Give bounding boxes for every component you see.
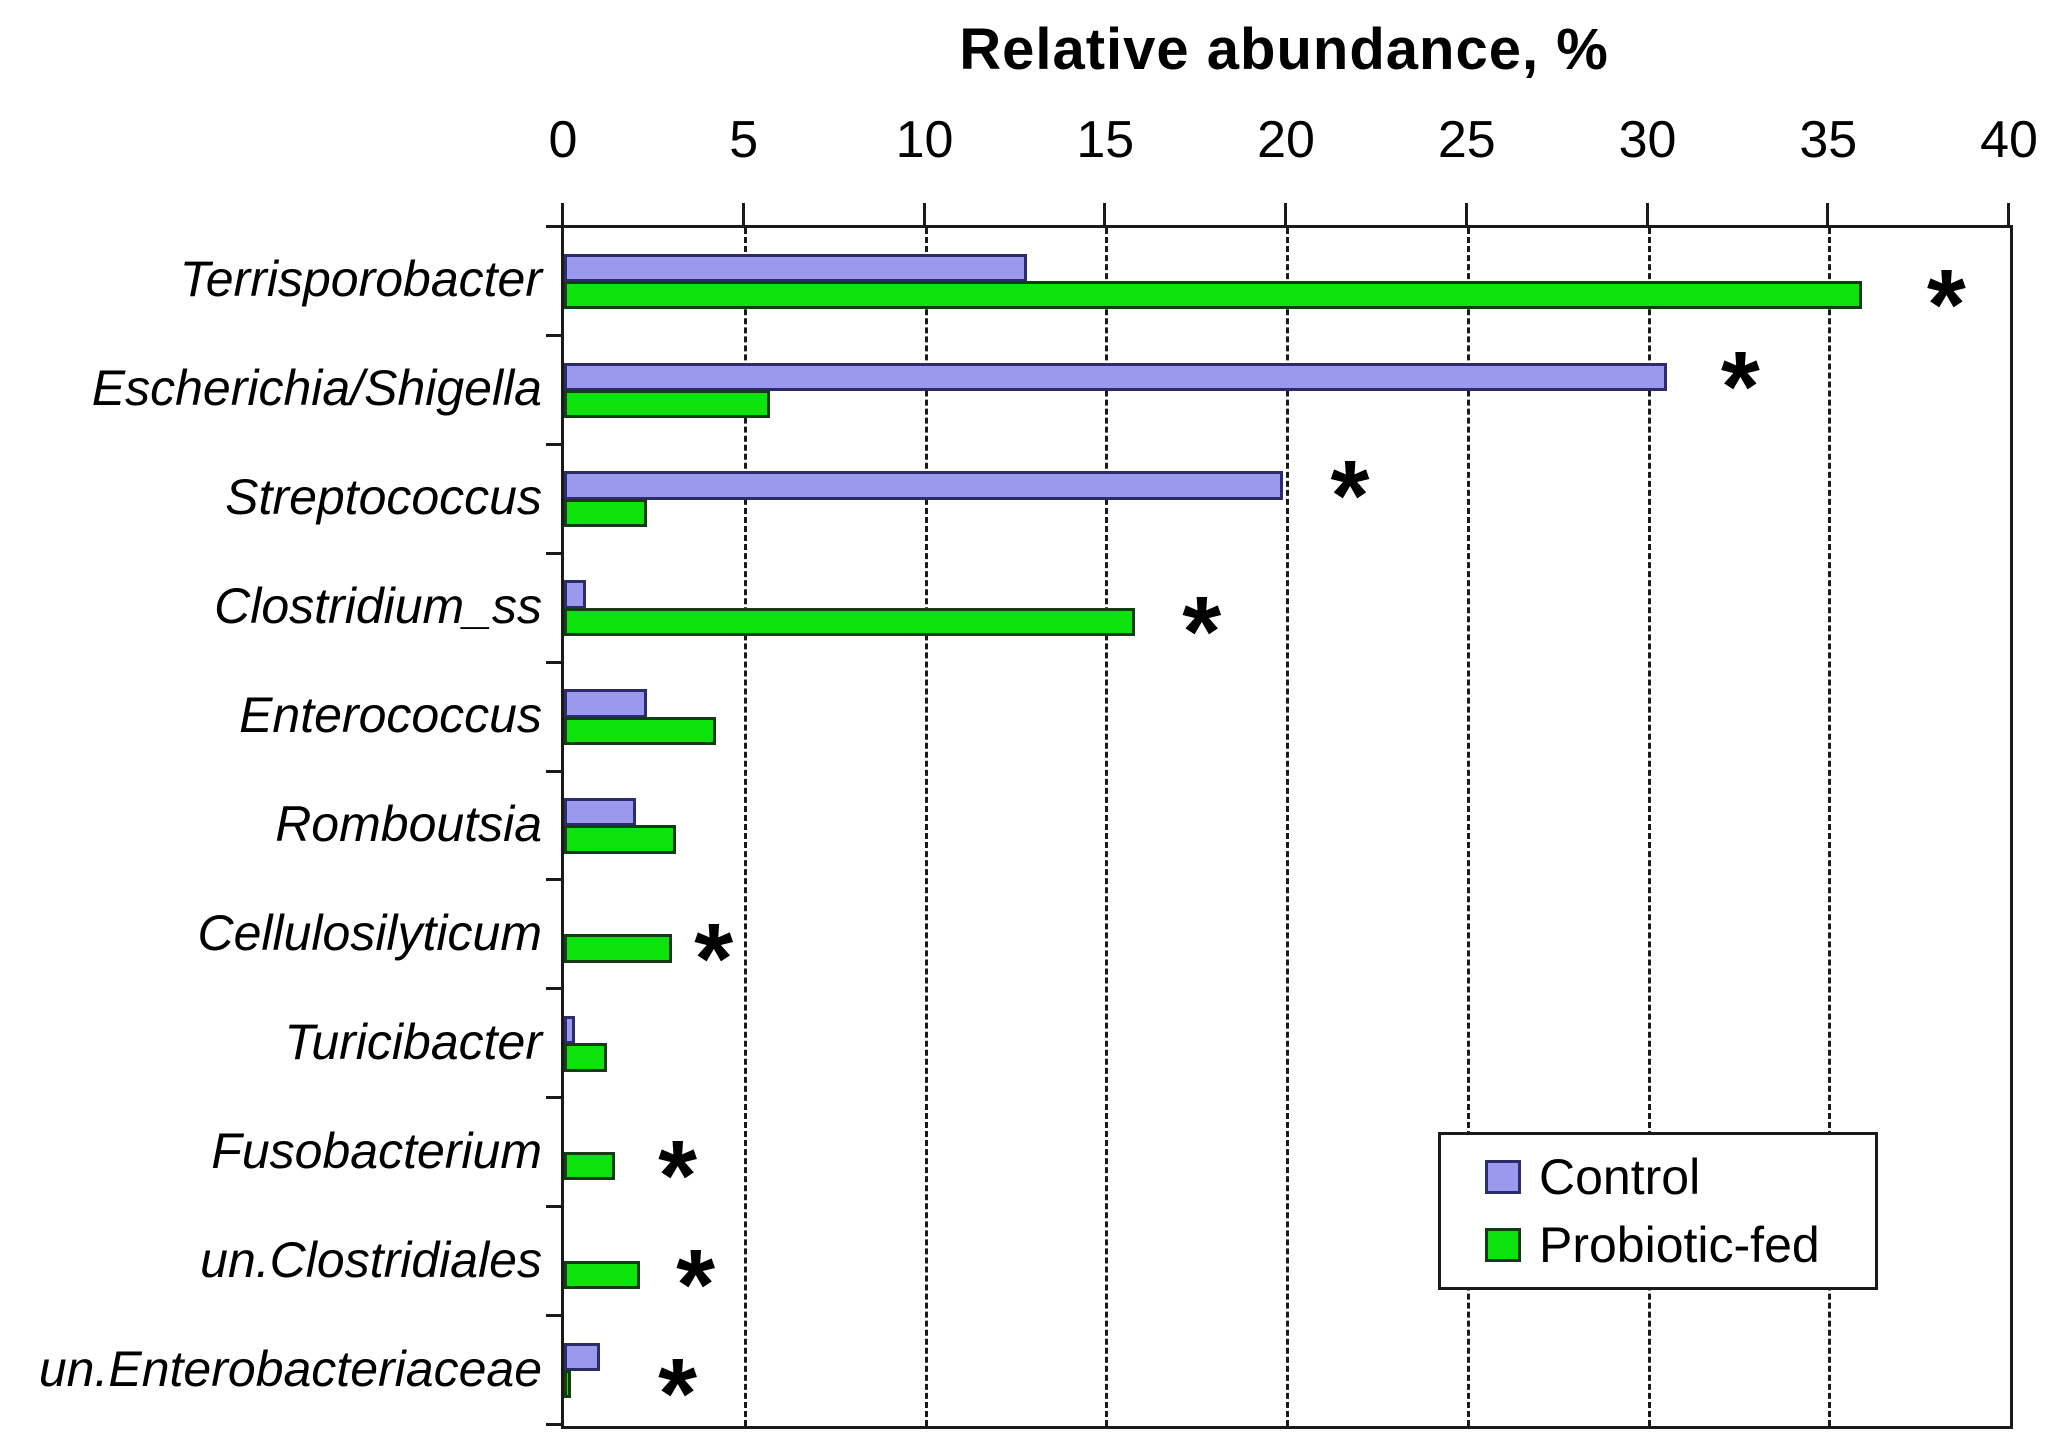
x-tick-30 xyxy=(1645,203,1649,227)
y-band-tick xyxy=(546,333,564,337)
chart-title: Relative abundance, % xyxy=(959,17,1609,82)
y-band-tick xyxy=(546,1096,564,1100)
control-bar xyxy=(564,689,648,718)
legend-label-probiotic: Probiotic-fed xyxy=(1539,1217,1820,1273)
category-label: Streptococcus xyxy=(225,469,542,526)
probiotic-bar xyxy=(564,389,771,419)
legend-entry-control: Control xyxy=(1485,1148,1875,1206)
probiotic-bar xyxy=(564,934,673,963)
y-band-tick xyxy=(546,987,564,991)
gridline-x-15 xyxy=(1105,228,1109,1426)
probiotic-bar xyxy=(564,825,677,854)
category-label: Fusobacterium xyxy=(211,1122,542,1179)
x-tick-label-15: 15 xyxy=(1076,111,1135,169)
gridline-x-35 xyxy=(1828,228,1832,1426)
x-tick-40 xyxy=(2007,203,2010,227)
category-label: Enterococcus xyxy=(239,687,542,744)
y-band-tick xyxy=(546,1423,564,1426)
category-label: un.Clostridiales xyxy=(200,1231,542,1288)
probiotic-bar xyxy=(564,716,716,745)
control-bar xyxy=(564,798,637,827)
asterisk-marker: * xyxy=(676,1229,716,1342)
gridline-x-10 xyxy=(924,228,928,1426)
x-tick-35 xyxy=(1826,203,1830,227)
legend-entry-probiotic: Probiotic-fed xyxy=(1485,1216,1875,1274)
control-bar xyxy=(564,1342,601,1371)
x-tick-5 xyxy=(741,203,745,227)
probiotic-swatch-icon xyxy=(1485,1228,1521,1262)
category-label: Cellulosilyticum xyxy=(197,904,542,961)
legend-label-control: Control xyxy=(1539,1149,1701,1205)
y-band-tick xyxy=(546,551,564,555)
x-tick-20 xyxy=(1284,203,1287,227)
control-bar xyxy=(564,471,1284,500)
probiotic-bar xyxy=(564,1152,615,1181)
category-label: Romboutsia xyxy=(275,796,542,852)
y-band-tick xyxy=(546,878,564,882)
gridline-x-5 xyxy=(743,228,747,1426)
category-label: un.Enterobacteriaceae xyxy=(38,1340,542,1397)
asterisk-marker: * xyxy=(658,1120,697,1233)
x-tick-15 xyxy=(1103,203,1107,227)
gridline-x-20 xyxy=(1286,228,1289,1426)
x-tick-label-30: 30 xyxy=(1618,111,1677,169)
gridline-x-30 xyxy=(1647,228,1651,1426)
y-band-tick xyxy=(546,442,564,446)
x-tick-label-25: 25 xyxy=(1437,111,1496,169)
x-tick-label-0: 0 xyxy=(548,111,578,169)
x-tick-label-35: 35 xyxy=(1799,111,1858,169)
x-tick-label-20: 20 xyxy=(1257,111,1315,169)
asterisk-marker: * xyxy=(694,902,734,1015)
control-bar xyxy=(564,1015,575,1045)
x-tick-10 xyxy=(922,203,926,227)
category-label: Turicibacter xyxy=(284,1013,542,1070)
asterisk-marker: * xyxy=(1182,575,1222,688)
probiotic-bar xyxy=(564,607,1136,636)
x-tick-25 xyxy=(1464,203,1468,227)
x-tick-0 xyxy=(561,203,564,227)
legend: Control Probiotic-fed xyxy=(1438,1132,1878,1290)
y-band-tick xyxy=(546,225,564,228)
gridline-x-25 xyxy=(1466,228,1470,1426)
y-band-tick xyxy=(546,769,564,773)
y-band-tick xyxy=(546,660,564,664)
asterisk-marker: * xyxy=(658,1338,697,1451)
control-swatch-icon xyxy=(1485,1160,1521,1194)
probiotic-bar xyxy=(564,1370,572,1399)
asterisk-marker: * xyxy=(1720,330,1760,443)
x-tick-label-5: 5 xyxy=(729,111,759,169)
probiotic-bar xyxy=(564,1261,640,1290)
category-label: Escherichia/Shigella xyxy=(91,360,542,417)
control-bar xyxy=(564,362,1667,391)
control-bar xyxy=(564,253,1027,282)
asterisk-marker: * xyxy=(1926,249,1966,362)
probiotic-bar xyxy=(564,1043,608,1072)
category-label: Clostridium_ss xyxy=(214,578,542,635)
control-bar xyxy=(564,580,586,609)
x-tick-label-40: 40 xyxy=(1980,111,2038,169)
asterisk-marker: * xyxy=(1330,439,1370,552)
x-tick-label-10: 10 xyxy=(895,111,954,169)
probiotic-bar xyxy=(564,498,648,528)
category-label: Terrisporobacter xyxy=(179,251,542,308)
y-band-tick xyxy=(546,1314,564,1318)
y-band-tick xyxy=(546,1205,564,1209)
probiotic-bar xyxy=(564,280,1862,310)
